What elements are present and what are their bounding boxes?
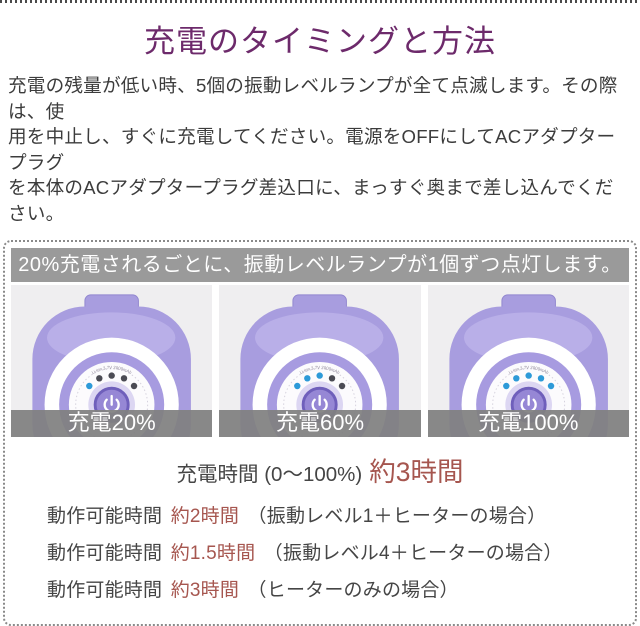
runtime-value: 約3時間 — [170, 580, 240, 601]
runtime-value: 約2時間 — [170, 506, 240, 527]
led-2 — [304, 375, 311, 382]
led-5 — [547, 382, 554, 390]
charge-time-line: 充電時間 (0〜100%) 約3時間 — [9, 450, 631, 489]
runtime-label: 動作可能時間 — [47, 543, 163, 564]
charge-level-label: 充電100% — [427, 410, 629, 437]
runtime-label: 動作可能時間 — [47, 580, 163, 601]
runtime-line: 動作可能時間 約3時間 （ヒーターのみの場合） — [47, 575, 631, 602]
runtime-value: 約1.5時間 — [170, 543, 256, 564]
charge-time-value: 約3時間 — [369, 457, 464, 487]
charge-info-box: 20%充電されるごとに、振動レベルランプが1個ずつ点灯します。 Li- — [3, 240, 637, 626]
led-2 — [96, 375, 103, 382]
runtime-line: 動作可能時間 約1.5時間 （振動レベル4＋ヒーターの場合） — [47, 538, 631, 565]
intro-line: 用を中止し、すぐに充電してください。電源をOFFにしてACアダプタープラグ — [8, 126, 616, 173]
led-1 — [294, 382, 301, 390]
led-1 — [502, 382, 510, 390]
intro-line: 充電の残量が低い時、5個の振動レベルランプが全て点滅します。その際は、使 — [8, 75, 618, 122]
top-divider — [0, 0, 640, 3]
charge-level-label: 充電20% — [11, 410, 213, 437]
led-5 — [339, 382, 346, 390]
charge-time-label: 充電時間 (0〜100%) — [176, 463, 363, 486]
charge-level-label: 充電60% — [219, 410, 421, 437]
intro-line: を本体のACアダプタープラグ差込口に、まっすぐ奥まで差し込んでください。 — [8, 177, 614, 224]
led-3 — [316, 372, 324, 379]
runtime-line: 動作可能時間 約2時間 （振動レベル1＋ヒーターの場合） — [47, 501, 631, 528]
charge-panel-100: Li-ion 3.7V 2000mAh 1 2 3 4 — [427, 285, 629, 437]
led-1 — [86, 382, 93, 390]
led-4 — [329, 375, 336, 382]
charge-banner: 20%充電されるごとに、振動レベルランプが1個ずつ点灯します。 — [11, 248, 629, 282]
charge-panel-20: Li-ion 3.7V 2000mAh 1 2 3 4 — [11, 285, 213, 437]
runtime-condition: （振動レベル4＋ヒーターの場合） — [263, 543, 563, 564]
charge-panels: Li-ion 3.7V 2000mAh 1 2 3 4 — [11, 285, 629, 437]
led-5 — [130, 382, 138, 390]
intro-text: 充電の残量が低い時、5個の振動レベルランプが全て点滅します。その際は、使 用を中… — [8, 73, 632, 226]
led-4 — [537, 375, 544, 382]
runtime-label: 動作可能時間 — [47, 506, 163, 527]
page-title: 充電のタイミングと方法 — [144, 24, 496, 59]
runtime-condition: （ヒーターのみの場合） — [247, 580, 459, 601]
led-3 — [108, 372, 115, 379]
led-3 — [525, 372, 532, 379]
runtime-condition: （振動レベル1＋ヒーターの場合） — [247, 506, 547, 527]
led-4 — [120, 375, 128, 382]
charge-panel-60: Li-ion 3.7V 2000mAh 1 2 3 4 — [219, 285, 421, 437]
led-2 — [512, 375, 520, 382]
runtime-list: 動作可能時間 約2時間 （振動レベル1＋ヒーターの場合） 動作可能時間 約1.5… — [47, 501, 631, 602]
